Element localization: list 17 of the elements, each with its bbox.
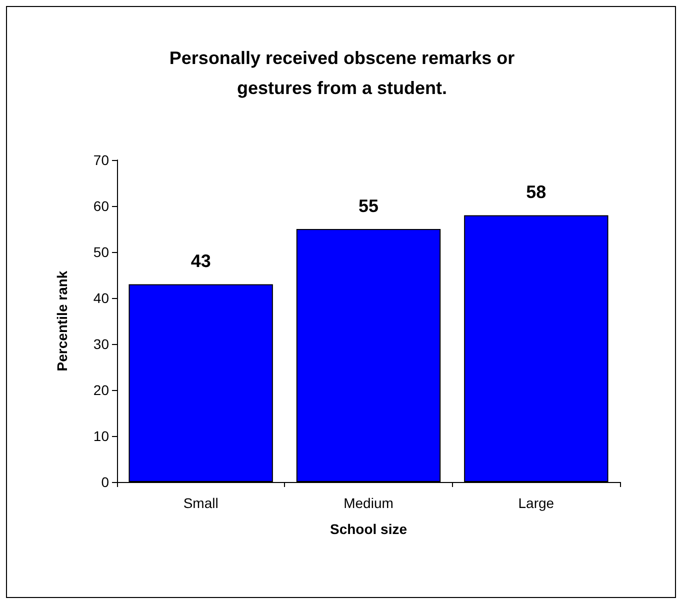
x-axis-title: School size xyxy=(330,521,408,537)
chart-title: Personally received obscene remarks or gestures from a student. xyxy=(169,48,515,98)
y-tick-label: 20 xyxy=(93,382,110,398)
y-tick-label: 10 xyxy=(93,428,110,444)
y-tick-label: 30 xyxy=(93,336,110,352)
y-tick-label: 40 xyxy=(93,290,110,306)
y-axis-title: Percentile rank xyxy=(54,270,70,372)
data-label: 55 xyxy=(358,196,379,216)
x-tick-label: Medium xyxy=(344,495,394,511)
data-label: 58 xyxy=(526,182,546,202)
y-tick-label: 0 xyxy=(101,474,110,490)
y-tick-label: 50 xyxy=(93,244,110,260)
x-tick-label: Small xyxy=(183,495,218,511)
data-label: 43 xyxy=(190,251,211,272)
x-tick-label: Large xyxy=(518,495,554,511)
y-tick-label: 60 xyxy=(93,198,110,214)
y-tick-label: 70 xyxy=(93,152,110,168)
